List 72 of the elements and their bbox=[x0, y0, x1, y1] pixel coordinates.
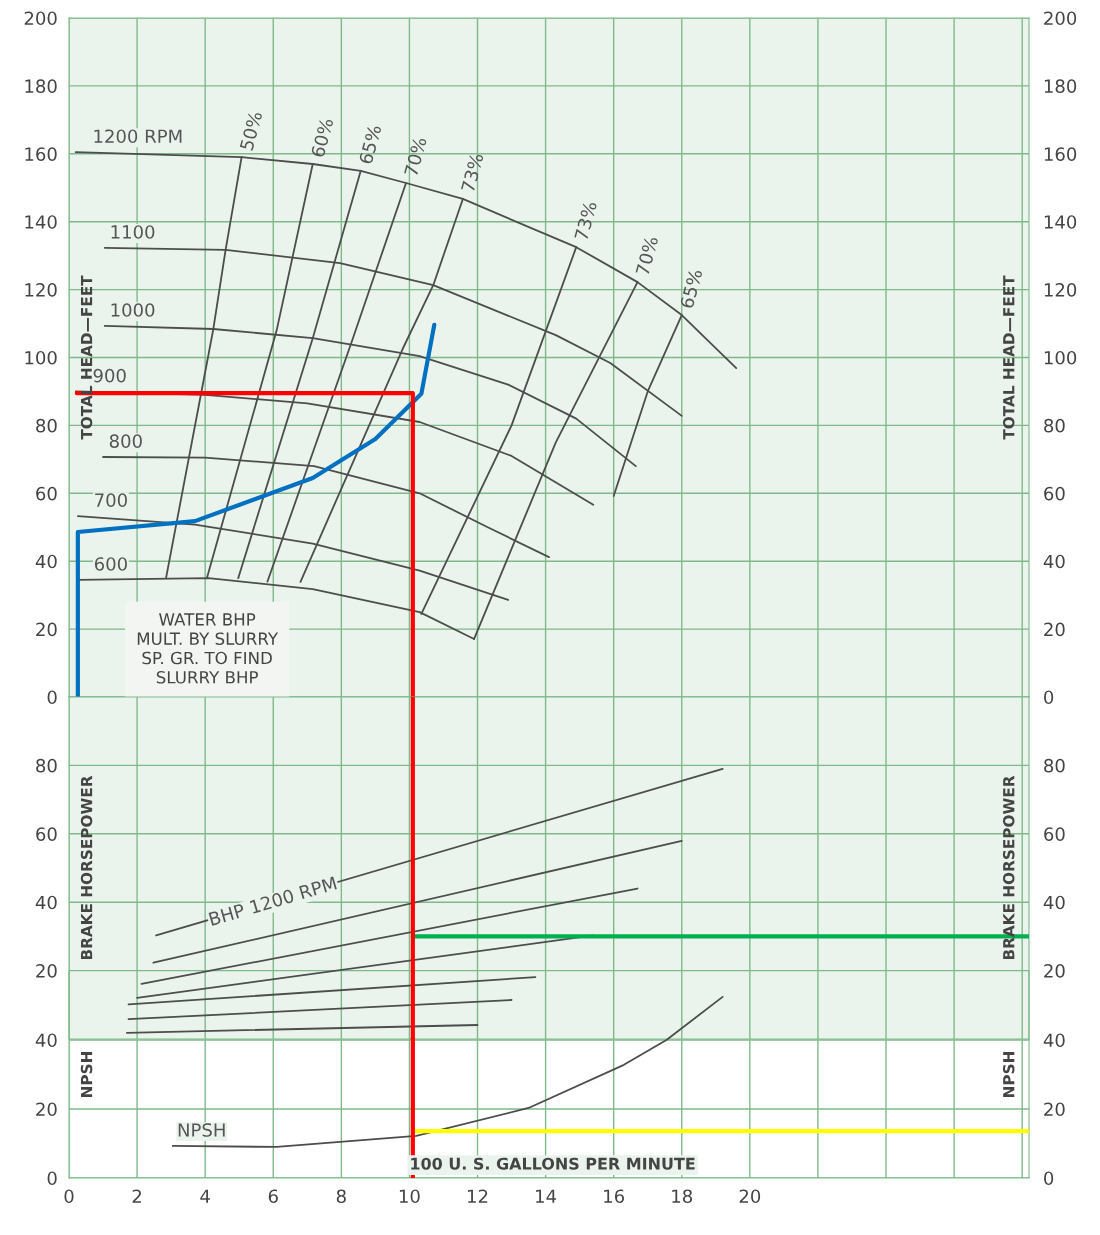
y2-axis-title: NPSH bbox=[1002, 1052, 1015, 1097]
y2-tick-label: 60 bbox=[1044, 486, 1065, 501]
y-tick-label: 60 bbox=[36, 486, 57, 501]
y-tick-label: 120 bbox=[25, 283, 57, 297]
y2-tick-label: 40 bbox=[1043, 554, 1065, 569]
text: 73% bbox=[460, 152, 484, 193]
text: 70% bbox=[403, 136, 427, 177]
y2-tick-label: 140 bbox=[1044, 215, 1077, 229]
annotation: WATER BHP MULT. BY SLURRY SP. GR. TO FIND SLURRY BHP bbox=[137, 613, 279, 684]
series-label: NPSH bbox=[178, 1123, 225, 1137]
y-axis-title: BRAKE HORSEPOWER bbox=[80, 775, 93, 960]
y-tick-label: 40 bbox=[35, 1033, 57, 1048]
y2-tick-label: 0 bbox=[1044, 1171, 1054, 1186]
y-tick-label: 20 bbox=[36, 1102, 57, 1117]
y-tick-label: 40 bbox=[35, 895, 57, 910]
text: 65% bbox=[358, 124, 382, 165]
y2-tick-label: 120 bbox=[1044, 283, 1077, 297]
y-tick-label: 140 bbox=[25, 215, 57, 229]
y-tick-label: 20 bbox=[36, 622, 57, 637]
y-tick-label: 200 bbox=[24, 11, 57, 26]
y-tick-label: 0 bbox=[47, 1171, 57, 1186]
text: 70% bbox=[635, 235, 659, 276]
y2-tick-label: 40 bbox=[1043, 895, 1065, 910]
y-tick-label: 20 bbox=[36, 964, 57, 978]
y2-tick-label: 100 bbox=[1044, 350, 1077, 365]
y-tick-label: 0 bbox=[47, 690, 57, 705]
x-tick-label: 20 bbox=[739, 1189, 761, 1204]
y-tick-label: 100 bbox=[25, 350, 57, 365]
y-tick-label: 80 bbox=[36, 758, 57, 773]
series-label: 600 bbox=[94, 557, 127, 571]
y2-tick-label: 40 bbox=[1043, 1033, 1065, 1048]
text: 60% bbox=[310, 117, 334, 158]
series-label: 1100 bbox=[111, 225, 155, 239]
text: 73% bbox=[574, 200, 598, 241]
series-label: 1200 RPM bbox=[94, 129, 182, 144]
x-tick-label: 18 bbox=[672, 1189, 693, 1204]
x-tick-label: 16 bbox=[604, 1189, 625, 1204]
y2-tick-label: 80 bbox=[1044, 758, 1065, 773]
text: 50% bbox=[239, 110, 263, 151]
x-tick-label: 10 bbox=[399, 1189, 420, 1204]
y2-tick-label: 160 bbox=[1044, 147, 1077, 161]
y2-tick-label: 180 bbox=[1044, 79, 1077, 94]
y-tick-label: 80 bbox=[36, 418, 57, 433]
x-tick-label: 6 bbox=[268, 1189, 278, 1204]
x-axis-title: 100 U. S. GALLONS PER MINUTE bbox=[411, 1157, 695, 1170]
text: 65% bbox=[679, 268, 703, 309]
x-tick-label: 12 bbox=[468, 1189, 488, 1203]
y2-tick-label: 20 bbox=[1044, 964, 1065, 978]
series-label: 900 bbox=[93, 368, 126, 383]
text: BHP 1200 RPM bbox=[208, 876, 337, 926]
y2-tick-label: 80 bbox=[1044, 418, 1065, 433]
y2-tick-label: 20 bbox=[1044, 1102, 1065, 1117]
y2-axis-title: BRAKE HORSEPOWER bbox=[1002, 775, 1015, 960]
y2-axis-title: TOTAL HEAD—FEET bbox=[1002, 275, 1015, 440]
y-axis-title: TOTAL HEAD—FEET bbox=[80, 275, 93, 440]
y-tick-label: 160 bbox=[25, 147, 57, 161]
y2-tick-label: 60 bbox=[1044, 827, 1065, 841]
x-tick-label: 8 bbox=[336, 1189, 346, 1204]
y2-tick-label: 200 bbox=[1044, 11, 1077, 26]
x-tick-label: 2 bbox=[132, 1189, 142, 1203]
x-tick-label: 0 bbox=[64, 1189, 74, 1204]
y-tick-label: 180 bbox=[25, 79, 57, 94]
y-tick-label: 40 bbox=[35, 554, 57, 569]
series-label: 800 bbox=[109, 434, 142, 448]
x-tick-label: 4 bbox=[200, 1189, 210, 1203]
x-tick-label: 14 bbox=[536, 1189, 557, 1203]
y-tick-label: 60 bbox=[36, 827, 57, 841]
y-axis-title: NPSH bbox=[80, 1052, 93, 1097]
y2-tick-label: 20 bbox=[1044, 622, 1065, 637]
series-label: 700 bbox=[95, 493, 127, 507]
y2-tick-label: 0 bbox=[1044, 690, 1054, 705]
series-label: 1000 bbox=[111, 303, 155, 317]
